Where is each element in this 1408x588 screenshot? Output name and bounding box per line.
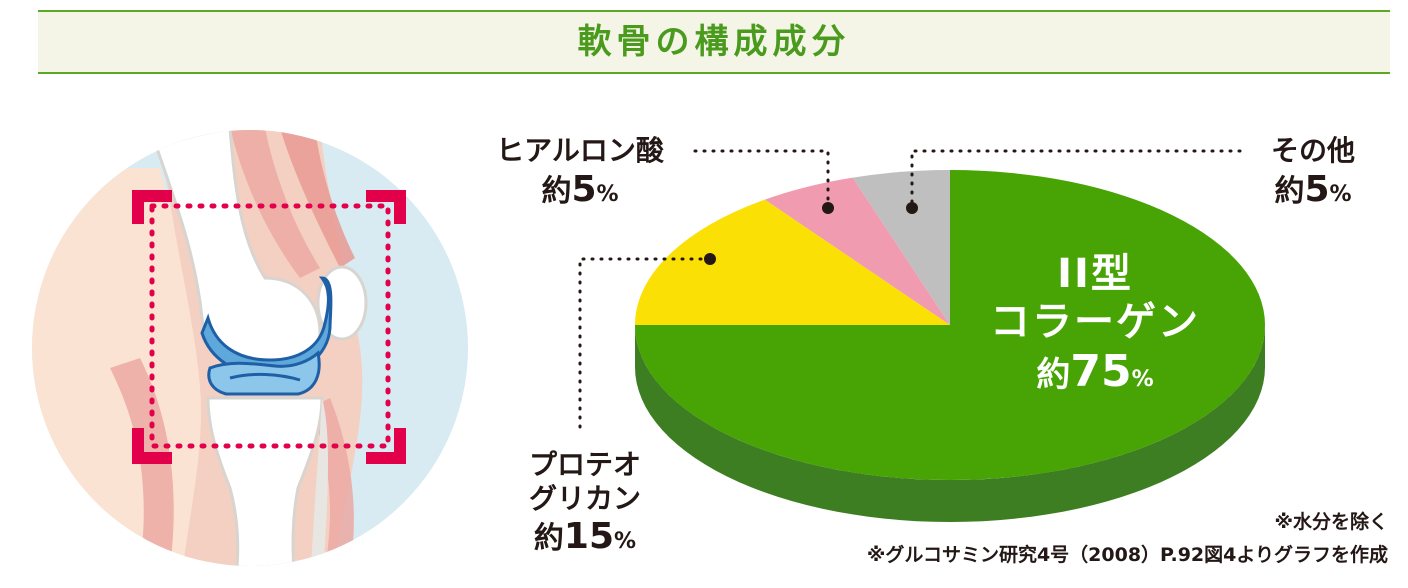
leader-line-other bbox=[910, 149, 1242, 208]
label-hyal-line1: ヒアルロン酸 bbox=[496, 134, 664, 167]
label-hyal-value: 5 bbox=[571, 168, 597, 210]
label-collagen-line1: II型 bbox=[1057, 251, 1133, 297]
leader-dot-other bbox=[906, 202, 918, 214]
label-other-prefix: 約 bbox=[1274, 173, 1305, 209]
label-proteo-line2: グリカン bbox=[528, 481, 641, 515]
pie-slice-proteoglycan bbox=[635, 199, 950, 325]
label-proteo-unit: % bbox=[614, 529, 637, 555]
label-collagen-line2: コラーゲン bbox=[990, 299, 1200, 345]
label-collagen: II型 コラーゲン 約75% bbox=[960, 250, 1230, 399]
label-other-value: 5 bbox=[1304, 168, 1330, 210]
label-hyaluronic: ヒアルロン酸 約5% bbox=[480, 134, 680, 211]
knee-cartilage-illustration bbox=[32, 130, 468, 566]
label-collagen-value: 75 bbox=[1070, 346, 1132, 397]
pie-side-collagen bbox=[635, 325, 1265, 522]
label-proteoglycan: プロテオ グリカン 約15% bbox=[500, 448, 670, 558]
label-proteo-value: 15 bbox=[563, 516, 615, 558]
focus-frame bbox=[132, 190, 406, 464]
leader-line-proteoglycan bbox=[578, 257, 712, 430]
title-band: 軟骨の構成成分 bbox=[38, 10, 1390, 74]
page-title: 軟骨の構成成分 bbox=[577, 22, 851, 62]
leader-dot-hyaluronic bbox=[822, 202, 834, 214]
label-collagen-prefix: 約 bbox=[1036, 355, 1071, 395]
label-other-line1: その他 bbox=[1270, 134, 1355, 167]
label-proteo-line1: プロテオ bbox=[528, 448, 641, 481]
leader-dot-proteoglycan bbox=[704, 253, 716, 265]
pie-slice-other bbox=[852, 170, 950, 325]
label-other-unit: % bbox=[1329, 181, 1352, 207]
label-hyal-prefix: 約 bbox=[541, 173, 572, 209]
note-water: ※水分を除く bbox=[1274, 511, 1388, 533]
pie-slice-hyaluronic bbox=[764, 177, 950, 325]
note-source: ※グルコサミン研究4号（2008）P.92図4よりグラフを作成 bbox=[866, 544, 1388, 566]
leader-line-hyaluronic bbox=[693, 149, 830, 208]
label-other: その他 約5% bbox=[1248, 134, 1378, 211]
label-hyal-unit: % bbox=[596, 181, 619, 207]
label-collagen-unit: % bbox=[1131, 367, 1154, 392]
label-proteo-prefix: 約 bbox=[533, 521, 564, 557]
